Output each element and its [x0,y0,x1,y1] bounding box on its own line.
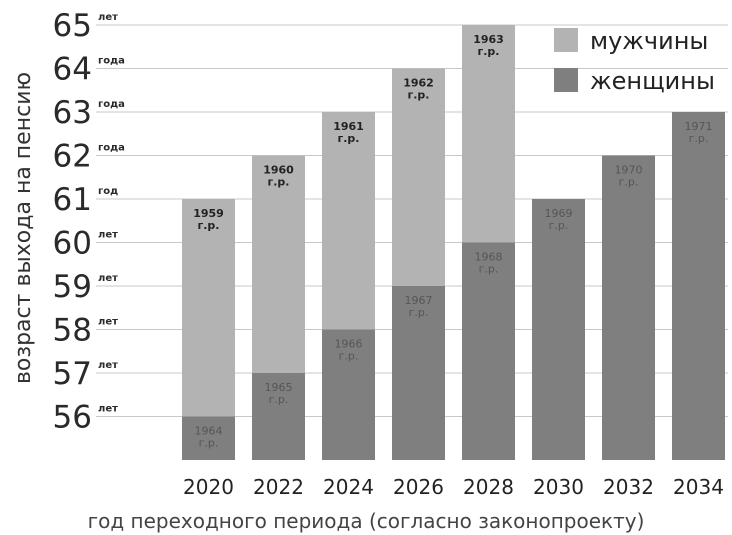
bar-label-women-year: 1964 [195,425,223,438]
y-tick-label: 64 [53,52,92,88]
bar-men [182,199,235,417]
y-axis-ticks: 65 лет 64 года 63 года 62 года 61 год 60 лет 59 лет 58… [53,8,125,436]
y-tick-unit: лет [98,12,118,23]
y-tick-unit: лет [98,317,118,328]
x-tick-label: 2022 [253,475,304,499]
y-tick-label: 56 [53,400,92,436]
bar-label-women-year: 1968 [475,251,503,264]
bar-label-women-suffix: г.р. [619,176,639,189]
legend-swatch-men [554,28,578,52]
bar-label-women-suffix: г.р. [199,437,219,450]
y-tick-unit: лет [98,404,118,415]
bar-label-women-year: 1969 [545,207,573,220]
y-tick-label: 65 [53,8,92,44]
bar-men [252,155,305,373]
bar-label-men-suffix: г.р. [478,45,500,58]
bars: 1959г.р.1964г.р.1960г.р.1965г.р.1961г.р.… [182,25,725,460]
y-tick-unit: лет [98,360,118,371]
y-tick-label: 59 [53,269,92,305]
bar-label-women-suffix: г.р. [339,350,359,363]
y-tick-label: 57 [53,356,92,392]
bar-label-men-suffix: г.р. [198,219,220,232]
y-tick-label: 58 [53,313,92,349]
bar-label-men-suffix: г.р. [338,132,360,145]
y-axis-label: возраст выхода на пенсию [11,72,36,384]
y-tick-unit: года [98,99,125,110]
bar-women [672,112,725,460]
y-tick-label: 63 [53,95,92,131]
legend: мужчины женщины [554,27,715,95]
bar-label-women-year: 1971 [685,120,713,133]
x-tick-label: 2034 [673,475,724,499]
bar-men [392,68,445,286]
bar-label-men-suffix: г.р. [408,89,430,102]
x-tick-label: 2028 [463,475,514,499]
bar-label-men-suffix: г.р. [268,176,290,189]
bar-label-women-suffix: г.р. [479,263,499,276]
bar-women [462,242,515,460]
x-tick-label: 2026 [393,475,444,499]
bar-label-men-year: 1961 [333,120,364,133]
bar-label-women-year: 1967 [405,294,433,307]
bar-label-women-suffix: г.р. [409,306,429,319]
bar-women [182,416,235,460]
bar-label-women-year: 1970 [615,164,643,177]
y-tick-unit: года [98,143,125,154]
x-tick-label: 2024 [323,475,374,499]
bar-women [532,199,585,460]
x-axis-label: год переходного периода (согласно законо… [88,509,645,533]
legend-label-women: женщины [590,67,715,95]
bar-label-women-year: 1966 [335,338,363,351]
y-tick-unit: года [98,56,125,67]
y-tick-unit: лет [98,230,118,241]
x-tick-label: 2030 [533,475,584,499]
y-tick-unit: лет [98,273,118,284]
bar-label-men-year: 1960 [263,164,294,177]
bar-men [462,25,515,243]
bar-label-women-year: 1965 [265,381,293,394]
bar-women [322,329,375,460]
bar-women [602,155,655,460]
x-axis-ticks: 2020 2022 2024 2026 2028 2030 2032 2034 [183,475,724,499]
y-tick-label: 61 [53,182,92,218]
bar-label-men-year: 1962 [403,77,434,90]
bar-label-men-year: 1963 [473,33,504,46]
bar-label-women-suffix: г.р. [269,393,289,406]
y-tick-unit: год [98,186,118,197]
legend-swatch-women [554,68,578,92]
legend-label-men: мужчины [590,27,708,55]
bar-women [252,373,305,460]
bar-men [322,112,375,330]
y-tick-label: 60 [53,226,92,262]
bar-label-men-year: 1959 [193,207,224,220]
bar-label-women-suffix: г.р. [689,132,709,145]
x-tick-label: 2032 [603,475,654,499]
y-tick-label: 62 [53,139,92,175]
x-tick-label: 2020 [183,475,234,499]
bar-women [392,286,445,460]
bar-label-women-suffix: г.р. [549,219,569,232]
